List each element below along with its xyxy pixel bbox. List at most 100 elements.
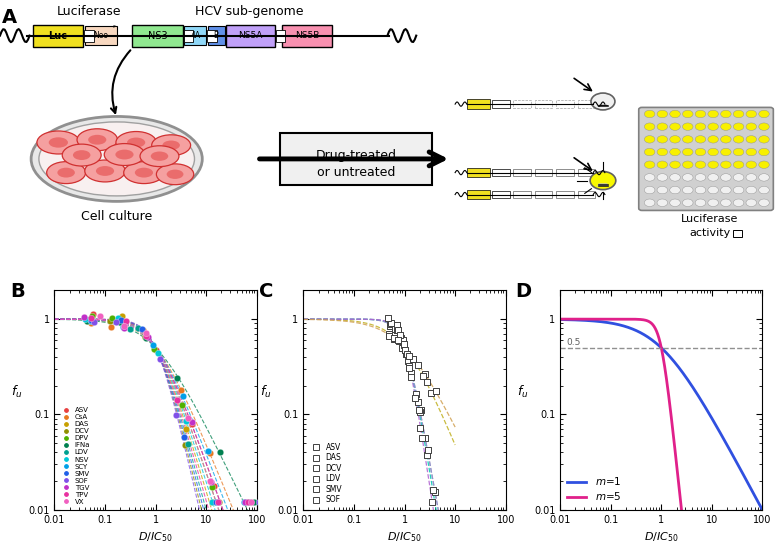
Point — [148, 344, 160, 353]
Point — [384, 322, 396, 330]
Line: $m$=1: $m$=1 — [560, 319, 762, 510]
Point — [86, 310, 99, 319]
Ellipse shape — [140, 146, 179, 167]
Circle shape — [682, 135, 693, 143]
Ellipse shape — [104, 144, 145, 165]
Circle shape — [670, 123, 680, 130]
Point — [238, 498, 251, 506]
$m$=1 — [645, 335, 654, 341]
FancyBboxPatch shape — [556, 169, 574, 176]
Circle shape — [734, 186, 744, 194]
Ellipse shape — [85, 160, 125, 182]
Point — [426, 486, 439, 494]
Point — [154, 355, 166, 363]
Point — [186, 418, 198, 426]
Circle shape — [682, 161, 693, 168]
FancyBboxPatch shape — [556, 191, 574, 198]
Circle shape — [682, 123, 693, 130]
Point — [254, 498, 266, 506]
Point — [384, 331, 396, 340]
Point — [392, 335, 405, 344]
Point — [400, 350, 412, 358]
Circle shape — [746, 174, 756, 181]
Circle shape — [670, 135, 680, 143]
FancyBboxPatch shape — [535, 191, 552, 198]
Text: Luciferase: Luciferase — [682, 214, 738, 224]
$m$=1 — [695, 394, 704, 401]
Ellipse shape — [127, 138, 145, 147]
Point — [424, 389, 436, 397]
Point — [383, 330, 395, 339]
Point — [88, 318, 100, 327]
Circle shape — [720, 161, 731, 168]
Point — [426, 497, 438, 506]
FancyBboxPatch shape — [577, 100, 595, 108]
Point — [239, 498, 251, 506]
Circle shape — [746, 110, 756, 118]
Circle shape — [696, 199, 706, 207]
Point — [244, 498, 256, 506]
Point — [213, 498, 226, 506]
Circle shape — [682, 110, 693, 118]
Point — [177, 433, 190, 442]
X-axis label: $D/IC_{50}$: $D/IC_{50}$ — [387, 530, 422, 544]
Text: A: A — [2, 8, 16, 27]
Ellipse shape — [77, 129, 117, 151]
Text: B: B — [10, 282, 25, 301]
Circle shape — [720, 174, 731, 181]
Line: $m$=5: $m$=5 — [560, 319, 762, 548]
$m$=5 — [637, 316, 647, 323]
Circle shape — [644, 174, 655, 181]
Point — [397, 335, 409, 344]
Circle shape — [696, 123, 706, 130]
Point — [398, 341, 410, 350]
Circle shape — [734, 174, 744, 181]
FancyBboxPatch shape — [467, 190, 490, 199]
FancyBboxPatch shape — [85, 30, 94, 42]
Circle shape — [657, 199, 668, 207]
Point — [429, 488, 441, 496]
Circle shape — [746, 123, 756, 130]
Y-axis label: $f_u$: $f_u$ — [12, 384, 23, 400]
Point — [391, 321, 404, 329]
Circle shape — [696, 174, 706, 181]
Text: r: r — [112, 24, 115, 29]
Circle shape — [759, 161, 769, 168]
Ellipse shape — [47, 162, 86, 184]
Y-axis label: $f_u$: $f_u$ — [261, 384, 272, 400]
Point — [402, 356, 415, 365]
FancyBboxPatch shape — [184, 30, 194, 42]
Point — [394, 334, 407, 342]
Circle shape — [759, 110, 769, 118]
Text: activity: activity — [689, 228, 731, 238]
Text: Luciferase: Luciferase — [58, 4, 121, 18]
Point — [414, 424, 426, 433]
Point — [179, 441, 191, 450]
Point — [117, 323, 130, 332]
FancyBboxPatch shape — [733, 230, 742, 237]
Point — [186, 420, 198, 429]
Ellipse shape — [37, 131, 79, 154]
Circle shape — [591, 93, 615, 110]
FancyBboxPatch shape — [207, 30, 216, 42]
$m$=1 — [758, 507, 767, 513]
Point — [137, 326, 149, 335]
Point — [382, 314, 394, 323]
Circle shape — [644, 135, 655, 143]
Text: C: C — [259, 282, 273, 301]
Circle shape — [734, 123, 744, 130]
Point — [421, 377, 433, 386]
Ellipse shape — [96, 166, 114, 176]
Circle shape — [708, 174, 718, 181]
Point — [204, 449, 216, 458]
Point — [139, 332, 152, 341]
Circle shape — [759, 174, 769, 181]
Circle shape — [746, 135, 756, 143]
Circle shape — [734, 149, 744, 156]
FancyBboxPatch shape — [577, 191, 595, 198]
Point — [209, 498, 222, 506]
Point — [413, 408, 426, 416]
Circle shape — [657, 174, 668, 181]
Point — [152, 349, 164, 358]
Text: Neo: Neo — [93, 31, 109, 40]
